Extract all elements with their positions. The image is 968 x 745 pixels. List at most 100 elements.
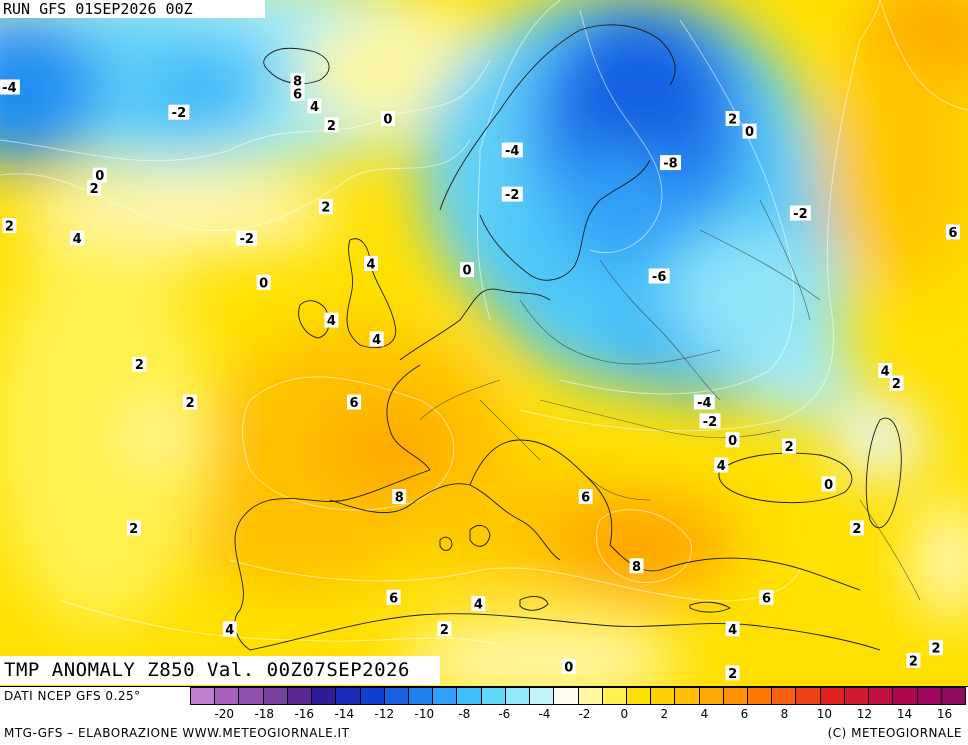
svg-text:4: 4 bbox=[717, 459, 726, 474]
colorbar-tick-label: 0 bbox=[620, 707, 629, 721]
contour-label: 2 bbox=[87, 180, 102, 197]
svg-text:4: 4 bbox=[225, 623, 234, 638]
svg-text:2: 2 bbox=[892, 377, 901, 392]
colorbar-swatch bbox=[578, 688, 603, 704]
svg-text:4: 4 bbox=[372, 333, 381, 348]
colorbar-swatch bbox=[239, 688, 264, 704]
data-source-label: DATI NCEP GFS 0.25° bbox=[4, 689, 141, 703]
coastlines bbox=[234, 24, 902, 651]
contour-label: -2 bbox=[168, 104, 190, 121]
svg-text:0: 0 bbox=[728, 434, 737, 449]
colorbar-swatch bbox=[626, 688, 652, 704]
contour-label: 2 bbox=[318, 199, 333, 216]
contour-label: 6 bbox=[759, 589, 774, 606]
contour-label: 6 bbox=[347, 394, 362, 411]
colorbar-swatch bbox=[481, 688, 506, 704]
colorbar-swatch bbox=[505, 688, 531, 704]
svg-text:8: 8 bbox=[632, 560, 641, 575]
contour-label: 2 bbox=[725, 111, 740, 128]
contour-label: 2 bbox=[437, 621, 452, 638]
colorbar-swatch bbox=[312, 688, 337, 704]
svg-text:4: 4 bbox=[327, 314, 336, 329]
contour-label: 2 bbox=[2, 218, 17, 235]
anomaly-field-shading bbox=[0, 0, 968, 686]
colorbar-tick-label: -10 bbox=[414, 707, 435, 721]
contour-label: 2 bbox=[324, 117, 339, 134]
svg-text:-2: -2 bbox=[239, 232, 253, 247]
svg-text:6: 6 bbox=[762, 591, 771, 606]
colorbar-tick-label: -4 bbox=[538, 707, 551, 721]
svg-text:2: 2 bbox=[321, 201, 330, 216]
contour-label: -4 bbox=[693, 394, 715, 411]
colorbar-swatch bbox=[893, 688, 918, 704]
anomaly-map: -4 8 6 -2 4 2 0 2 0 0 2 2 4 2 -2 -4 -8 -2 -2 6 4 0 -6 0 4 4 2 4 2 2 6-… bbox=[0, 0, 968, 687]
svg-text:4: 4 bbox=[728, 623, 737, 638]
contour-label: 4 bbox=[878, 363, 893, 380]
colorbar-swatch bbox=[263, 688, 288, 704]
colorbar-swatch bbox=[602, 688, 627, 704]
svg-text:6: 6 bbox=[389, 591, 398, 606]
contour-label: 0 bbox=[821, 476, 836, 493]
contour-label: 0 bbox=[561, 659, 576, 676]
colorbar-tick-label: -6 bbox=[498, 707, 511, 721]
svg-text:2: 2 bbox=[135, 358, 144, 373]
borders bbox=[419, 199, 921, 601]
colorbar-swatch bbox=[772, 688, 797, 704]
svg-text:2: 2 bbox=[327, 119, 336, 134]
contour-label: 2 bbox=[132, 356, 147, 373]
svg-text:2: 2 bbox=[852, 522, 861, 537]
colorbar-swatch bbox=[748, 688, 773, 704]
colorbar-tick-label: 16 bbox=[936, 707, 953, 721]
colorbar-swatch bbox=[675, 688, 700, 704]
colorbar-swatch bbox=[941, 688, 965, 704]
svg-text:-4: -4 bbox=[697, 396, 711, 411]
svg-text:4: 4 bbox=[73, 232, 82, 247]
contour-label: 2 bbox=[725, 665, 740, 682]
svg-text:2: 2 bbox=[728, 667, 737, 682]
contour-label: 0 bbox=[742, 123, 757, 140]
contour-label: -6 bbox=[648, 268, 670, 285]
colorbar-swatch bbox=[699, 688, 724, 704]
contour-label: 4 bbox=[369, 331, 384, 348]
svg-text:8: 8 bbox=[395, 491, 404, 506]
contour-label: 0 bbox=[460, 262, 475, 279]
contour-label: 2 bbox=[126, 520, 141, 537]
contour-label: 2 bbox=[889, 375, 904, 392]
svg-text:-2: -2 bbox=[793, 207, 807, 222]
svg-text:2: 2 bbox=[728, 113, 737, 128]
colorbar-tick-label: 2 bbox=[660, 707, 669, 721]
contour-label: -2 bbox=[699, 413, 721, 430]
colorbar-tick-label: -8 bbox=[458, 707, 471, 721]
colorbar-tick-label: 12 bbox=[856, 707, 873, 721]
svg-text:4: 4 bbox=[366, 257, 375, 272]
colorbar-swatch bbox=[869, 688, 894, 704]
colorbar-swatch bbox=[360, 688, 385, 704]
colorbar-swatch bbox=[651, 688, 676, 704]
contour-label: 4 bbox=[364, 255, 378, 272]
colorbar bbox=[190, 687, 966, 705]
contour-label: -8 bbox=[659, 155, 681, 172]
svg-text:2: 2 bbox=[129, 522, 138, 537]
colorbar-swatch bbox=[844, 688, 870, 704]
svg-text:0: 0 bbox=[564, 661, 573, 676]
colorbar-swatch bbox=[457, 688, 482, 704]
svg-text:0: 0 bbox=[95, 169, 104, 184]
colorbar-tick-label: 4 bbox=[700, 707, 709, 721]
svg-text:0: 0 bbox=[463, 264, 472, 279]
contour-label: 4 bbox=[725, 621, 740, 638]
colorbar-tick-label: -18 bbox=[254, 707, 275, 721]
run-label: RUN GFS 01SEP2026 00Z bbox=[0, 0, 265, 18]
contour-label: 8 bbox=[629, 558, 644, 575]
svg-text:-2: -2 bbox=[505, 188, 519, 203]
contour-label: 4 bbox=[471, 596, 486, 613]
contour-label: 6 bbox=[386, 589, 401, 606]
svg-text:-8: -8 bbox=[663, 157, 677, 172]
svg-text:6: 6 bbox=[293, 87, 302, 102]
colorbar-swatch bbox=[917, 688, 942, 704]
contour-label: 0 bbox=[725, 432, 740, 449]
svg-text:4: 4 bbox=[881, 365, 890, 380]
colorbar-swatch bbox=[723, 688, 749, 704]
svg-text:2: 2 bbox=[785, 440, 794, 455]
colorbar-tick-label: -12 bbox=[374, 707, 395, 721]
